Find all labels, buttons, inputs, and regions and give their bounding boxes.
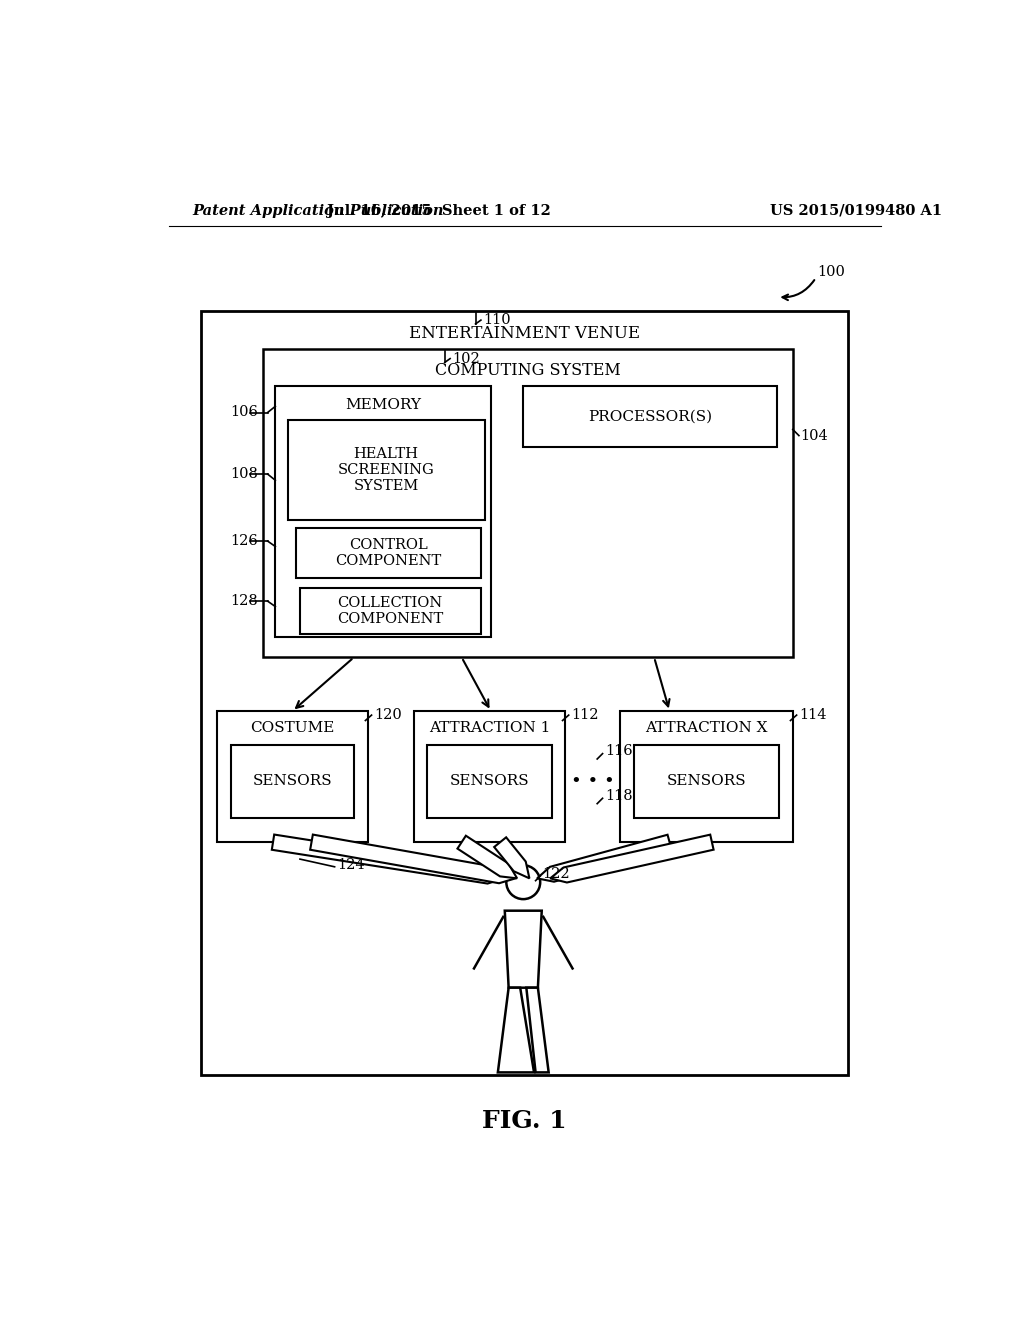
Polygon shape <box>550 834 714 883</box>
Text: COMPUTING SYSTEM: COMPUTING SYSTEM <box>435 362 621 379</box>
Text: COLLECTION
COMPONENT: COLLECTION COMPONENT <box>337 597 443 626</box>
Text: MEMORY: MEMORY <box>345 397 421 412</box>
Text: 118: 118 <box>605 789 633 803</box>
Bar <box>414 711 565 842</box>
Text: COSTUME: COSTUME <box>250 721 335 735</box>
Bar <box>202 312 848 1074</box>
Bar <box>275 385 490 638</box>
Text: Jul. 16, 2015  Sheet 1 of 12: Jul. 16, 2015 Sheet 1 of 12 <box>327 203 551 218</box>
Text: Patent Application Publication: Patent Application Publication <box>193 203 443 218</box>
Bar <box>634 744 779 818</box>
Text: US 2015/0199480 A1: US 2015/0199480 A1 <box>770 203 942 218</box>
Polygon shape <box>538 834 672 882</box>
Polygon shape <box>310 834 515 883</box>
Polygon shape <box>498 987 535 1072</box>
Text: CONTROL
COMPONENT: CONTROL COMPONENT <box>336 537 441 568</box>
Bar <box>427 744 552 818</box>
Text: ATTRACTION 1: ATTRACTION 1 <box>429 721 550 735</box>
Text: 112: 112 <box>571 708 598 722</box>
Bar <box>217 711 368 842</box>
Text: 106: 106 <box>230 405 258 420</box>
Text: 100: 100 <box>817 265 845 280</box>
Polygon shape <box>526 987 549 1072</box>
Text: 104: 104 <box>801 429 828 442</box>
Bar <box>230 744 354 818</box>
Text: PROCESSOR(S): PROCESSOR(S) <box>588 409 713 424</box>
Text: 120: 120 <box>374 708 401 722</box>
Text: 116: 116 <box>605 744 633 758</box>
Text: 124: 124 <box>337 858 365 873</box>
Text: 122: 122 <box>543 867 570 882</box>
Bar <box>263 350 793 657</box>
Bar <box>523 385 777 447</box>
Polygon shape <box>505 911 542 987</box>
Text: 110: 110 <box>483 313 511 327</box>
Text: 114: 114 <box>799 708 826 722</box>
Text: SENSORS: SENSORS <box>253 775 332 788</box>
Text: ENTERTAINMENT VENUE: ENTERTAINMENT VENUE <box>410 326 640 342</box>
Bar <box>296 528 481 578</box>
Bar <box>300 589 481 635</box>
Polygon shape <box>495 837 529 878</box>
Text: SENSORS: SENSORS <box>450 775 529 788</box>
Text: 126: 126 <box>230 535 258 548</box>
Text: 128: 128 <box>230 594 258 609</box>
Text: 108: 108 <box>230 467 258 480</box>
Text: FIG. 1: FIG. 1 <box>482 1109 567 1133</box>
Bar <box>621 711 793 842</box>
Text: ATTRACTION X: ATTRACTION X <box>645 721 768 735</box>
Text: SENSORS: SENSORS <box>667 775 746 788</box>
Polygon shape <box>271 834 504 883</box>
Text: HEALTH
SCREENING
SYSTEM: HEALTH SCREENING SYSTEM <box>338 447 434 494</box>
Text: 102: 102 <box>453 351 480 366</box>
Polygon shape <box>458 836 517 878</box>
Text: • • •: • • • <box>570 774 614 791</box>
Bar <box>289 420 484 520</box>
